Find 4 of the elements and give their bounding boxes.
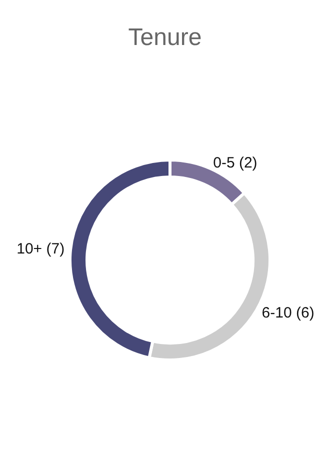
chart-title: Tenure [127, 24, 203, 52]
slice-label: 0-5 (2) [213, 154, 258, 172]
slice-label: 10+ (7) [16, 240, 65, 258]
slice-label: 6-10 (6) [262, 304, 314, 322]
